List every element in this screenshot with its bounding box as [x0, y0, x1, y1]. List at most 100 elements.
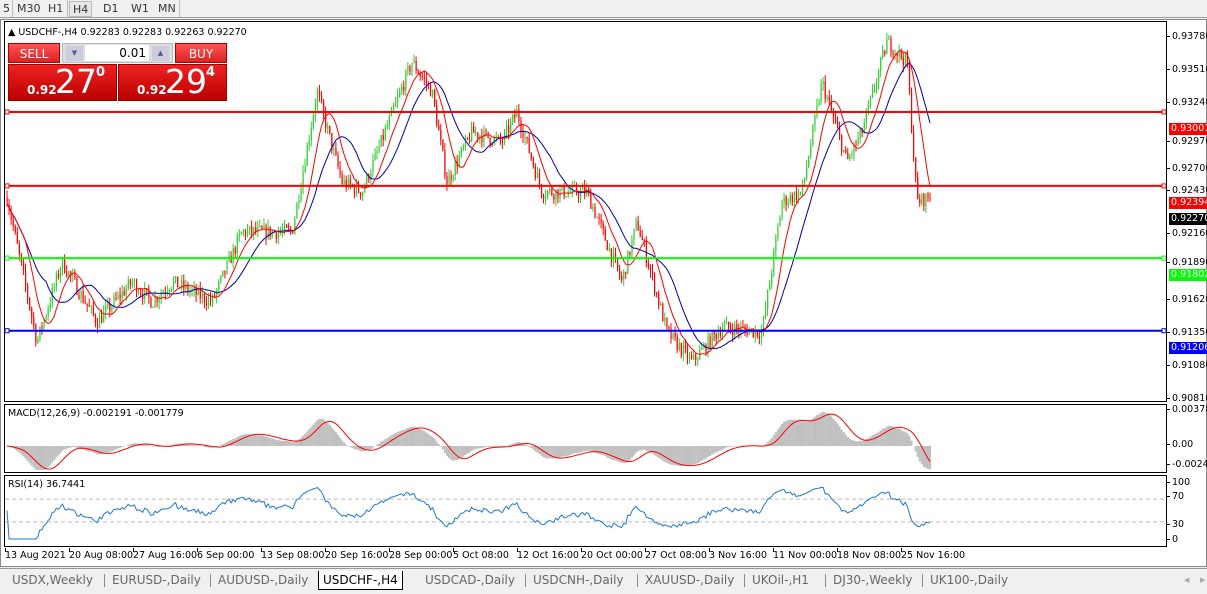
macd-bar [104, 446, 107, 454]
level-handle [1161, 183, 1166, 189]
macd-bar [713, 446, 716, 454]
sell-button[interactable]: SELL [8, 43, 60, 63]
chart-tab[interactable]: XAUUSD-,Daily [645, 573, 735, 587]
chart-tab[interactable]: USDCAD-,Daily [425, 573, 515, 587]
tf-m30[interactable]: M30 [17, 2, 41, 15]
candle-body [602, 223, 604, 229]
macd-bar [665, 446, 668, 463]
candle-body [475, 132, 477, 134]
candle-body [255, 227, 257, 232]
macd-bar [797, 420, 800, 446]
candle-body [101, 316, 103, 323]
chart-tab[interactable]: USDX,Weekly [12, 573, 93, 587]
macd-pane[interactable]: MACD(12,26,9) -0.002191 -0.001779 [4, 404, 1167, 473]
chart-tab[interactable]: DJ30-,Weekly [833, 573, 913, 587]
chart-tab[interactable]: UKOil-,H1 [752, 573, 809, 587]
lot-size-stepper[interactable]: ▼ 0.01 ▲ [62, 43, 173, 63]
rsi-axis-label: 70 [1166, 491, 1185, 502]
macd-bar [281, 440, 284, 446]
tab-divider [744, 574, 745, 587]
candle-body [754, 330, 756, 337]
rsi-line [6, 486, 931, 540]
tf-m5[interactable]: 5 [3, 2, 10, 15]
sell-price[interactable]: 0.92 27 0 [8, 62, 117, 101]
candle-body [775, 237, 777, 251]
rsi-chart [5, 486, 1166, 540]
candle-body [925, 193, 927, 207]
candle-body [88, 305, 90, 307]
rsi-axis-label: 0 [1166, 534, 1179, 545]
level-price-tag: 0.93001 [1169, 122, 1207, 135]
macd-bar [141, 444, 144, 446]
tf-mn[interactable]: MN [158, 2, 176, 15]
time-axis-label: 6 Sep 00:00 [197, 550, 255, 561]
macd-bar [466, 446, 469, 454]
candle-body [857, 137, 859, 145]
macd-bar [394, 433, 397, 446]
candle-body [662, 303, 664, 322]
candle-body [448, 175, 450, 185]
chart-tab[interactable]: EURUSD-,Daily [112, 573, 201, 587]
macd-bar [709, 446, 712, 457]
candle-body [177, 276, 179, 288]
macd-bar [147, 444, 150, 446]
tf-h4[interactable]: H4 [69, 1, 93, 17]
scroll-right-icon[interactable]: ▶ [1200, 576, 1206, 584]
macd-bar [464, 446, 467, 455]
macd-bar [184, 443, 187, 446]
time-axis-label: 18 Nov 08:00 [837, 550, 902, 561]
candle-body [898, 49, 900, 57]
tf-h1[interactable]: H1 [48, 2, 64, 15]
chart-tab[interactable]: USDCNH-,Daily [533, 573, 624, 587]
chart-window[interactable]: ▲ USDCHF-,H4 0.92283 0.92283 0.92263 0.9… [0, 19, 1207, 567]
buy-button[interactable]: BUY [175, 43, 227, 63]
chart-tab[interactable]: USDCHF-,H4 [318, 571, 403, 590]
buy-price-pip: 4 [206, 65, 216, 80]
candle-body [688, 355, 691, 359]
macd-bar [630, 446, 634, 458]
candle-body [125, 288, 127, 296]
macd-bar [156, 446, 159, 447]
macd-bar [145, 444, 148, 446]
macd-bar [877, 431, 880, 446]
buy-price[interactable]: 0.92 29 4 [118, 62, 227, 101]
chart-tab[interactable]: UK100-,Daily [930, 573, 1009, 587]
chart-tab[interactable]: AUDUSD-,Daily [218, 573, 309, 587]
macd-bar [513, 443, 516, 446]
candle-body [705, 344, 707, 353]
macd-bar [493, 446, 496, 448]
macd-bar [616, 446, 619, 462]
decrease-lot-icon[interactable]: ▼ [66, 46, 83, 61]
scroll-left-icon[interactable]: ◀ [1184, 576, 1190, 584]
increase-lot-icon[interactable]: ▲ [152, 46, 169, 61]
time-axis-label: 20 Aug 08:00 [69, 550, 134, 561]
macd-bar [706, 446, 710, 457]
macd-bar [869, 436, 872, 446]
macd-bar [719, 446, 722, 451]
rsi-pane[interactable]: RSI(14) 36.7441 [4, 475, 1167, 547]
candle-body [672, 332, 674, 339]
candle-body [127, 279, 129, 289]
time-axis-label: 13 Aug 2021 [5, 550, 66, 561]
candle-body [399, 91, 401, 97]
time-axis-tick [901, 548, 902, 552]
macd-bar [536, 446, 539, 453]
macd-bar [791, 419, 794, 446]
lot-input[interactable]: 0.01 [85, 45, 149, 61]
time-axis-label: 27 Aug 16:00 [133, 550, 198, 561]
macd-bar [875, 433, 878, 446]
macd-bar [863, 440, 866, 446]
macd-bar [396, 431, 399, 446]
tf-d1[interactable]: D1 [103, 2, 119, 15]
macd-bar [304, 433, 307, 446]
candle-body [785, 196, 787, 206]
candle-body [403, 86, 405, 91]
candle-body [57, 273, 60, 278]
candle-body [156, 297, 158, 303]
macd-bar [297, 439, 301, 446]
macd-chart [6, 411, 932, 470]
tf-w1[interactable]: W1 [131, 2, 149, 15]
candle-body [512, 114, 514, 122]
macd-bar [891, 426, 895, 446]
